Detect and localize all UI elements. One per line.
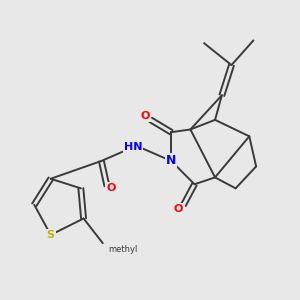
Text: S: S (47, 230, 55, 240)
Text: O: O (140, 111, 150, 121)
Text: O: O (173, 204, 183, 214)
Text: O: O (106, 183, 116, 193)
Text: N: N (166, 154, 176, 167)
Text: methyl: methyl (108, 245, 138, 254)
Text: HN: HN (124, 142, 142, 152)
